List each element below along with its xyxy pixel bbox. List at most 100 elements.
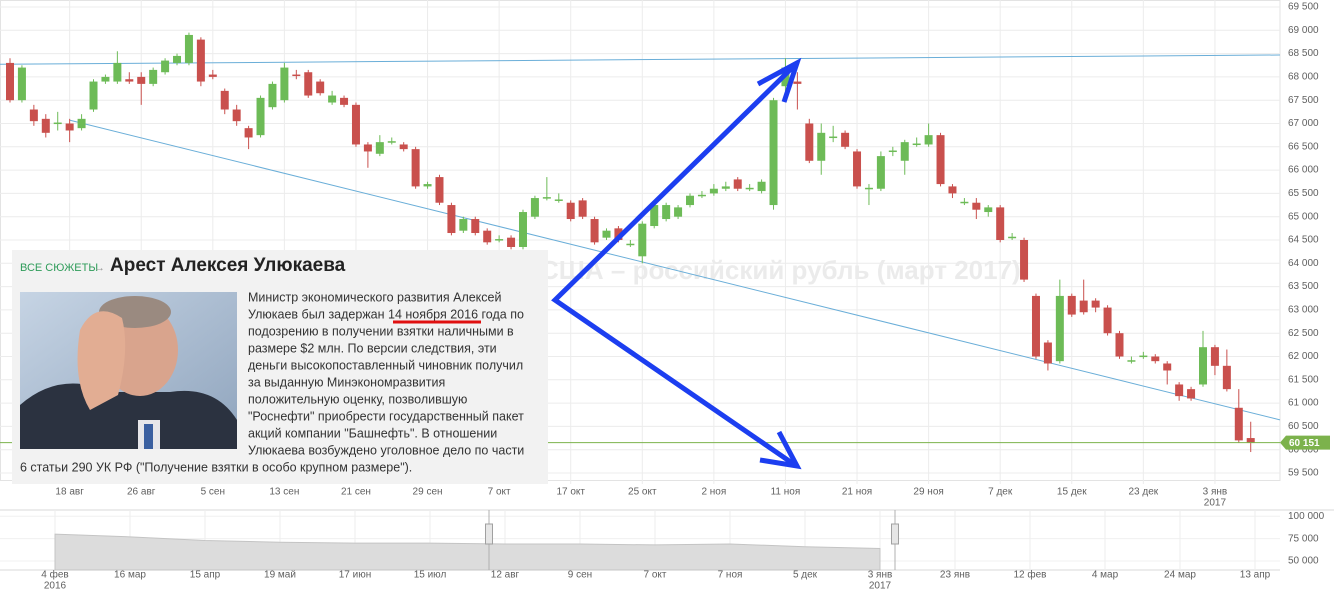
link-arrow: → [94, 262, 105, 274]
candle-body [17, 67, 26, 101]
candle-body [423, 184, 432, 187]
y-tick-label: 100 000 [1288, 511, 1325, 522]
candle-body [196, 39, 205, 82]
navigator: 50 000 75 000 100 000 4 фев 16 мар 15 апр 19 м… [0, 509, 1334, 592]
candle-body [363, 144, 372, 152]
candle-body [1234, 407, 1243, 441]
y-tick-label: 63 500 [1288, 281, 1319, 292]
y-tick-label: 65 500 [1288, 188, 1319, 199]
selector-handle[interactable] [891, 523, 899, 545]
candle-body [1031, 295, 1040, 357]
x-tick-label: 5 сен [201, 487, 225, 498]
candle-body [375, 142, 384, 154]
selector-handle[interactable] [485, 523, 493, 545]
x-tick-label: 21 сен [341, 487, 371, 498]
candle-body [399, 144, 408, 150]
candle-body [435, 177, 444, 203]
x-tick-label: 24 мар [1164, 570, 1196, 581]
x-tick-label: 4 мар [1092, 570, 1119, 581]
x-tick-label: 19 май [264, 570, 296, 581]
x-year-label: 2017 [1204, 498, 1227, 509]
x-tick-label: 16 мар [114, 570, 146, 581]
candle-body [1139, 355, 1148, 358]
x-tick-label: 4 фев [41, 569, 68, 581]
candle-body [686, 195, 695, 206]
y-tick-label: 62 000 [1288, 351, 1319, 362]
x-tick-label: 13 сен [269, 487, 299, 498]
candle-body [328, 95, 337, 103]
candle-body [471, 219, 480, 234]
candle-body [173, 55, 182, 63]
candle-body [864, 187, 873, 190]
candle-body [697, 194, 706, 197]
candle-body [888, 150, 897, 153]
candle-body [876, 156, 885, 189]
candle-body [542, 197, 551, 199]
candle-body [1103, 307, 1112, 334]
y-tick-label: 68 500 [1288, 48, 1319, 59]
body-line: Министр экономического развития Алексей [248, 290, 501, 304]
y-tick-label: 64 500 [1288, 235, 1319, 246]
candle-body [411, 149, 420, 187]
y-tick-label: 65 000 [1288, 211, 1319, 222]
y-tick-label: 68 000 [1288, 72, 1319, 83]
candle-body [924, 135, 933, 145]
candle-body [1055, 295, 1064, 362]
candle-body [1222, 365, 1231, 390]
candle-body [101, 76, 110, 82]
body-line: Улюкаев был задержан 14 ноября 2016 года… [248, 307, 524, 321]
y-tick-label: 64 000 [1288, 258, 1319, 269]
body-line: деньги высокопоставленный чиновник получ… [248, 358, 523, 372]
candle-body [817, 132, 826, 161]
candle-body [447, 205, 456, 234]
candle-body [304, 72, 313, 96]
candle-body [1175, 384, 1184, 397]
watermark: США – российский рубль (март 2017) [540, 255, 1021, 285]
candle-body [733, 179, 742, 189]
candle-body [507, 237, 516, 247]
y-tick-label: 50 000 [1288, 556, 1319, 567]
candle-body [387, 141, 396, 143]
x-tick-label: 7 дек [988, 487, 1013, 498]
candle-body [626, 243, 635, 246]
candle-body [459, 219, 468, 231]
candle-body [948, 186, 957, 194]
candle-body [161, 60, 170, 73]
candle-body [125, 79, 134, 82]
candle-body [614, 228, 623, 240]
x-tick-label: 21 ноя [842, 487, 872, 498]
body-line: Улюкаева возбуждено уголовное дело по ча… [248, 443, 524, 457]
y-tick-label: 67 500 [1288, 95, 1319, 106]
candle-body [1246, 438, 1255, 443]
navigator-area [54, 533, 881, 571]
candle-body [316, 81, 325, 94]
body-line: 6 статьи 290 УК РФ ("Получение взятки в … [20, 460, 412, 474]
candle-body [530, 198, 539, 217]
x-tick-label: 17 июн [339, 570, 372, 581]
candle-body [351, 104, 360, 145]
candle-body [1187, 389, 1196, 399]
blue-arrows [551, 57, 802, 470]
candle-body [65, 123, 74, 131]
candle-body [709, 188, 718, 194]
candle-body [984, 207, 993, 213]
candle-body [841, 132, 850, 147]
candle-body [220, 90, 229, 110]
candle-body [268, 83, 277, 108]
candle-body [566, 202, 575, 220]
candle-body [590, 219, 599, 243]
candle-body [1043, 342, 1052, 364]
candle-body [936, 135, 945, 185]
x-tick-label: 15 июл [414, 570, 447, 581]
card-title[interactable]: Арест Алексея Улюкаева [110, 255, 346, 276]
y-tick-label: 69 500 [1288, 2, 1319, 13]
section-link[interactable]: ВСЕ СЮЖЕТЫ [20, 262, 98, 274]
candle-body [769, 100, 778, 206]
y-tick-label: 69 000 [1288, 25, 1319, 36]
x-tick-label: 7 окт [488, 487, 511, 498]
x-tick-label: 17 окт [556, 487, 585, 498]
x-year-label: 2017 [869, 581, 892, 592]
x-tick-label: 29 сен [413, 487, 443, 498]
candle-body [1079, 300, 1088, 313]
